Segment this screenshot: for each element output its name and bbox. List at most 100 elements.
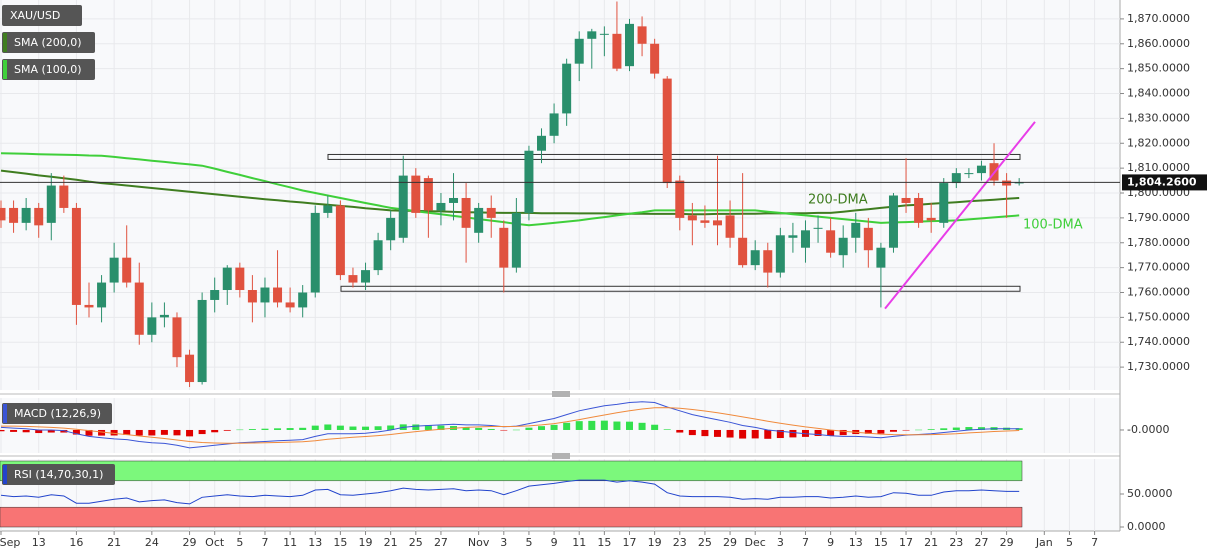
legend-label: SMA (100,0): [14, 63, 82, 76]
macd-bar: [412, 424, 420, 430]
macd-bar: [638, 422, 646, 430]
macd-bar: [123, 429, 131, 435]
macd-bar: [789, 429, 797, 438]
candle-body: [788, 235, 798, 238]
macd-bar: [311, 425, 319, 430]
overbought-band: [0, 460, 1023, 482]
y-tick-label: 1,760.0000: [1127, 286, 1190, 299]
candle-body: [888, 195, 898, 248]
macd-bar: [475, 427, 483, 430]
x-tick-label: 19: [359, 536, 373, 549]
macd-bar: [977, 427, 985, 430]
macd-bar: [248, 429, 256, 430]
candle-body: [700, 220, 710, 223]
candle-body: [750, 250, 760, 266]
oversold-band: [0, 506, 1023, 528]
candle-body: [549, 113, 559, 136]
price-tag-label: 1,804.2600: [1127, 175, 1197, 188]
macd-bar: [198, 429, 206, 435]
sma-line: [0, 152, 1020, 227]
macd-bar: [160, 429, 168, 435]
candle-body: [1002, 180, 1012, 186]
y-tick-label: 0.0000: [1127, 520, 1166, 533]
candle-body: [813, 227, 823, 229]
candle-body: [662, 78, 672, 184]
candle-body: [537, 135, 547, 151]
candle-body: [826, 230, 836, 253]
y-tick-label: 50.0000: [1127, 487, 1173, 500]
macd-bar: [223, 429, 231, 431]
candle-body: [687, 215, 697, 221]
macd-bar: [965, 427, 973, 430]
candle-body: [599, 33, 609, 35]
y-tick-label: 1,810.0000: [1127, 161, 1190, 174]
y-tick-label: 1,790.0000: [1127, 211, 1190, 224]
rsi-line: [0, 479, 1020, 505]
macd-bar: [0, 429, 5, 432]
candle-body: [84, 304, 94, 308]
macd-bar: [148, 429, 156, 436]
macd-bar: [575, 421, 583, 430]
candle-body: [650, 43, 660, 74]
macd-bar: [349, 426, 357, 430]
macd-bar: [588, 420, 596, 430]
macd-bar: [299, 427, 307, 430]
sma-line: [0, 169, 1020, 216]
candle-body: [499, 227, 509, 268]
candle-body: [712, 220, 722, 226]
macd-title: MACD (12,26,9): [14, 407, 101, 420]
candle-body: [109, 257, 119, 283]
macd-bar: [889, 429, 897, 432]
x-tick-label: 13: [849, 536, 863, 549]
candle-body: [71, 207, 81, 305]
candle-body: [310, 212, 320, 293]
x-tick-label: 24: [145, 536, 159, 549]
y-tick-label: 1,830.0000: [1127, 111, 1190, 124]
macd-bar: [814, 429, 822, 436]
candle-body: [147, 317, 157, 335]
macd-bar: [500, 429, 508, 431]
macd-bar: [915, 429, 923, 431]
candle-body: [914, 197, 924, 223]
y-tick-label: 1,820.0000: [1127, 136, 1190, 149]
macd-bar: [487, 428, 495, 430]
macd-bar: [35, 429, 43, 434]
macd-bar: [10, 429, 18, 432]
candle-body: [863, 227, 873, 251]
macd-bar: [927, 429, 935, 430]
candle-body: [348, 275, 358, 283]
macd-bar: [110, 429, 118, 436]
legend-box: [2, 5, 82, 26]
candle-body: [524, 150, 534, 213]
trendline: [884, 121, 1036, 310]
macd-bar: [525, 427, 533, 430]
candle-body: [197, 299, 207, 383]
macd-bar: [600, 420, 608, 430]
candle-body: [964, 173, 974, 175]
candle-body: [335, 205, 345, 276]
legend-box: [2, 59, 95, 80]
candle-body: [247, 290, 257, 303]
candle-body: [34, 207, 44, 226]
resize-grip[interactable]: [552, 391, 570, 459]
candle-body: [9, 207, 19, 223]
price-panel: [0, 0, 1120, 390]
y-tick-label: 1,850.0000: [1127, 62, 1190, 75]
x-tick-label: 7: [802, 536, 809, 549]
x-tick-label: 29: [1000, 536, 1014, 549]
y-tick-label: 1,860.0000: [1127, 37, 1190, 50]
x-tick-label: 25: [698, 536, 712, 549]
macd-bar: [952, 427, 960, 430]
x-tick-label: 21: [924, 536, 938, 549]
macd-bar: [424, 425, 432, 430]
x-tick-label: 7: [261, 536, 268, 549]
legend: XAU/USD SMA (200,0) SMA (100,0) MACD (12…: [2, 5, 115, 485]
candle-body: [851, 222, 861, 238]
candle-body: [423, 178, 433, 211]
macd-bar: [902, 429, 910, 431]
candle-body: [838, 237, 848, 256]
x-tick-label: 21: [384, 536, 398, 549]
x-tick-label: 13: [32, 536, 46, 549]
annotation: 200-DMA: [808, 193, 868, 208]
macd-bar: [274, 428, 282, 430]
